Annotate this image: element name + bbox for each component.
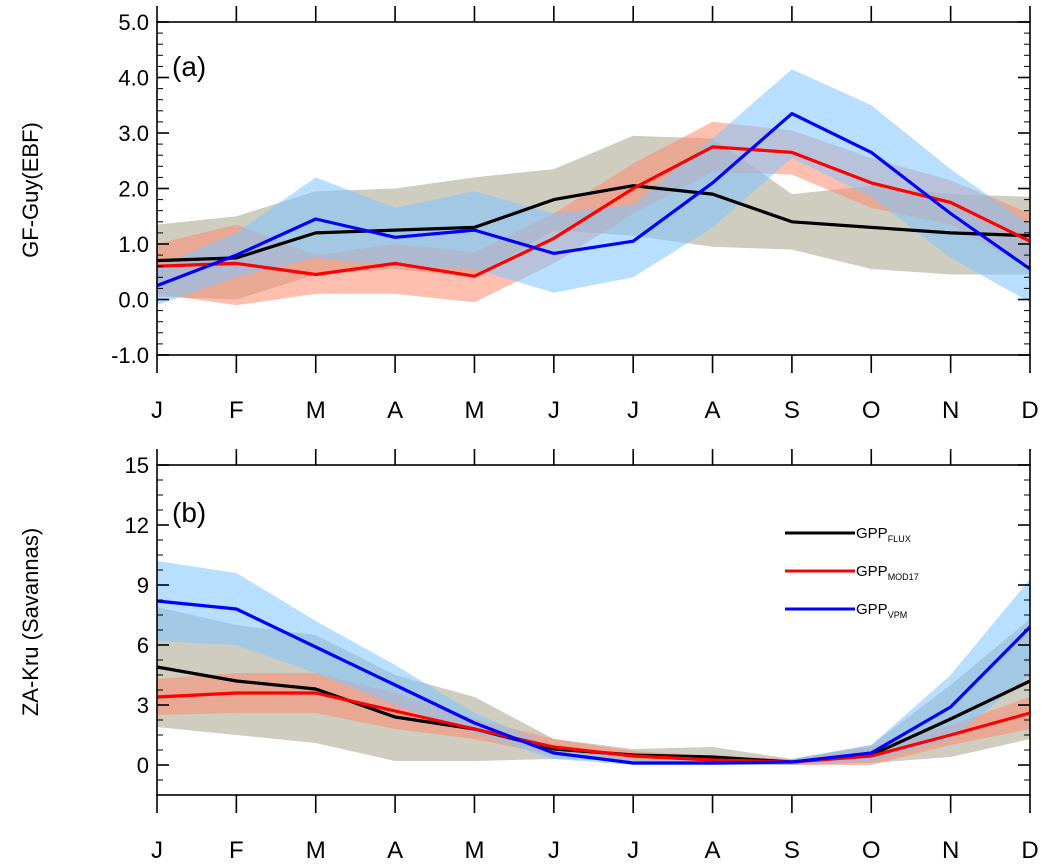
y-tick-label: 1.0 xyxy=(118,232,149,257)
x-tick-label: J xyxy=(627,837,639,864)
legend-label-main: GPP xyxy=(856,601,888,618)
x-tick-label: N xyxy=(942,397,959,424)
legend-label-sub: FLUX xyxy=(888,534,911,544)
x-tick-label: N xyxy=(942,837,959,864)
legend-label-main: GPP xyxy=(856,525,888,542)
y-tick-label: 5.0 xyxy=(118,10,149,35)
x-tick-label: M xyxy=(306,837,326,864)
legend-label-flux: GPPFLUX xyxy=(856,525,911,544)
legend-label-sub: MOD17 xyxy=(888,572,919,582)
x-tick-label: A xyxy=(387,837,403,864)
series-line-mod17 xyxy=(156,691,1031,764)
x-tick-label: J xyxy=(548,837,560,864)
x-tick-label: M xyxy=(464,837,484,864)
y-tick-label: 0 xyxy=(137,753,149,778)
panel-label: (a) xyxy=(172,51,206,82)
chart-panel-2: J F M A M J J A S O N D 0 3 6 9 12 15 ZA-Kru (Savannas) (b)… xyxy=(18,449,1039,864)
series-line-flux xyxy=(156,184,1031,263)
x-tick-label: M xyxy=(464,397,484,424)
legend-label-mod17: GPPMOD17 xyxy=(856,563,919,582)
x-tick-label: J xyxy=(627,397,639,424)
y-tick-label: 6 xyxy=(137,633,149,658)
y-tick-label: 3 xyxy=(137,693,149,718)
x-tick-label: S xyxy=(784,837,800,864)
x-tick-label: A xyxy=(387,397,403,424)
x-tick-label: J xyxy=(151,837,163,864)
x-tick-label: A xyxy=(705,837,721,864)
band-vpm xyxy=(157,561,1030,765)
x-tick-label: D xyxy=(1021,837,1038,864)
series-line-mod17 xyxy=(156,145,1031,278)
x-tick-label: O xyxy=(862,837,881,864)
x-tick-label: F xyxy=(229,397,244,424)
x-tick-label: F xyxy=(229,837,244,864)
y-tick-label: 4.0 xyxy=(118,66,149,91)
band-vpm xyxy=(157,69,1030,306)
x-tick-label: J xyxy=(151,397,163,424)
y-tick-label: 9 xyxy=(137,573,149,598)
chart-panel-1: J F M A M J J A S O N D -1.0 0.0 1.0 2.0 3.0 4.0 5.0 GF-Guy… xyxy=(18,6,1039,424)
x-tick-label: S xyxy=(784,397,800,424)
y-tick-label: 15 xyxy=(125,453,149,478)
y-tick-label: 2.0 xyxy=(118,177,149,202)
band-flux xyxy=(157,607,1030,765)
y-tick-label: 12 xyxy=(125,513,149,538)
legend-label-vpm: GPPVPM xyxy=(856,601,907,620)
x-tick-label: O xyxy=(862,397,881,424)
y-axis-title: ZA-Kru (Savannas) xyxy=(18,528,43,716)
x-tick-label: A xyxy=(705,397,721,424)
legend-label-sub: VPM xyxy=(888,610,908,620)
series-line-vpm xyxy=(156,111,1031,288)
y-tick-label: 0.0 xyxy=(118,288,149,313)
x-tick-label: M xyxy=(306,397,326,424)
y-tick-label: 3.0 xyxy=(118,121,149,146)
y-axis-title: GF-Guy(EBF) xyxy=(18,122,43,258)
panel-label: (b) xyxy=(172,497,206,528)
x-tick-label: J xyxy=(548,397,560,424)
legend-label-main: GPP xyxy=(856,563,888,580)
series-line-vpm xyxy=(156,599,1032,765)
y-tick-label: -1.0 xyxy=(111,343,149,368)
x-tick-label: D xyxy=(1021,397,1038,424)
